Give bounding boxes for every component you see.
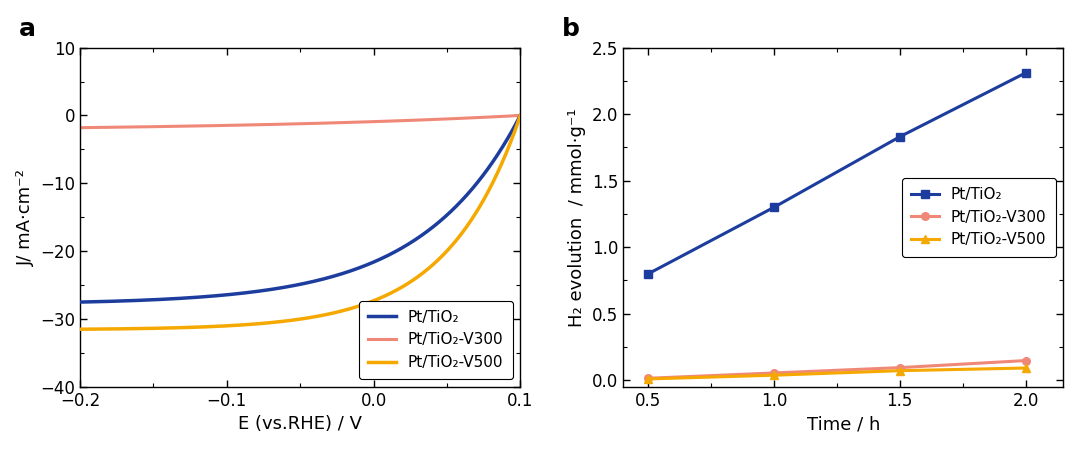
Pt/TiO₂-V500 <box>1020 365 1032 371</box>
Y-axis label: J/ mA·cm⁻²: J/ mA·cm⁻² <box>16 169 35 266</box>
Legend: Pt/TiO₂, Pt/TiO₂-V300, Pt/TiO₂-V500: Pt/TiO₂, Pt/TiO₂-V300, Pt/TiO₂-V500 <box>359 301 513 379</box>
Text: a: a <box>18 17 36 41</box>
Y-axis label: H₂ evolution  / mmol·g⁻¹: H₂ evolution / mmol·g⁻¹ <box>568 108 586 327</box>
Pt/TiO₂ <box>642 271 654 276</box>
Pt/TiO₂ <box>768 205 781 210</box>
Line: Pt/TiO₂: Pt/TiO₂ <box>645 69 1029 278</box>
Line: Pt/TiO₂-V500: Pt/TiO₂-V500 <box>645 364 1029 383</box>
Pt/TiO₂-V300 <box>768 370 781 376</box>
Pt/TiO₂-V300 <box>893 365 906 370</box>
X-axis label: E (vs.RHE) / V: E (vs.RHE) / V <box>239 415 362 433</box>
Pt/TiO₂-V300 <box>1020 358 1032 363</box>
Pt/TiO₂ <box>893 134 906 140</box>
Pt/TiO₂ <box>1020 70 1032 76</box>
Legend: Pt/TiO₂, Pt/TiO₂-V300, Pt/TiO₂-V500: Pt/TiO₂, Pt/TiO₂-V300, Pt/TiO₂-V500 <box>902 178 1055 256</box>
X-axis label: Time / h: Time / h <box>807 415 880 433</box>
Line: Pt/TiO₂-V300: Pt/TiO₂-V300 <box>645 357 1029 382</box>
Text: b: b <box>562 17 579 41</box>
Pt/TiO₂-V300 <box>642 376 654 381</box>
Pt/TiO₂-V500 <box>893 368 906 373</box>
Pt/TiO₂-V500 <box>642 376 654 382</box>
Pt/TiO₂-V500 <box>768 373 781 378</box>
